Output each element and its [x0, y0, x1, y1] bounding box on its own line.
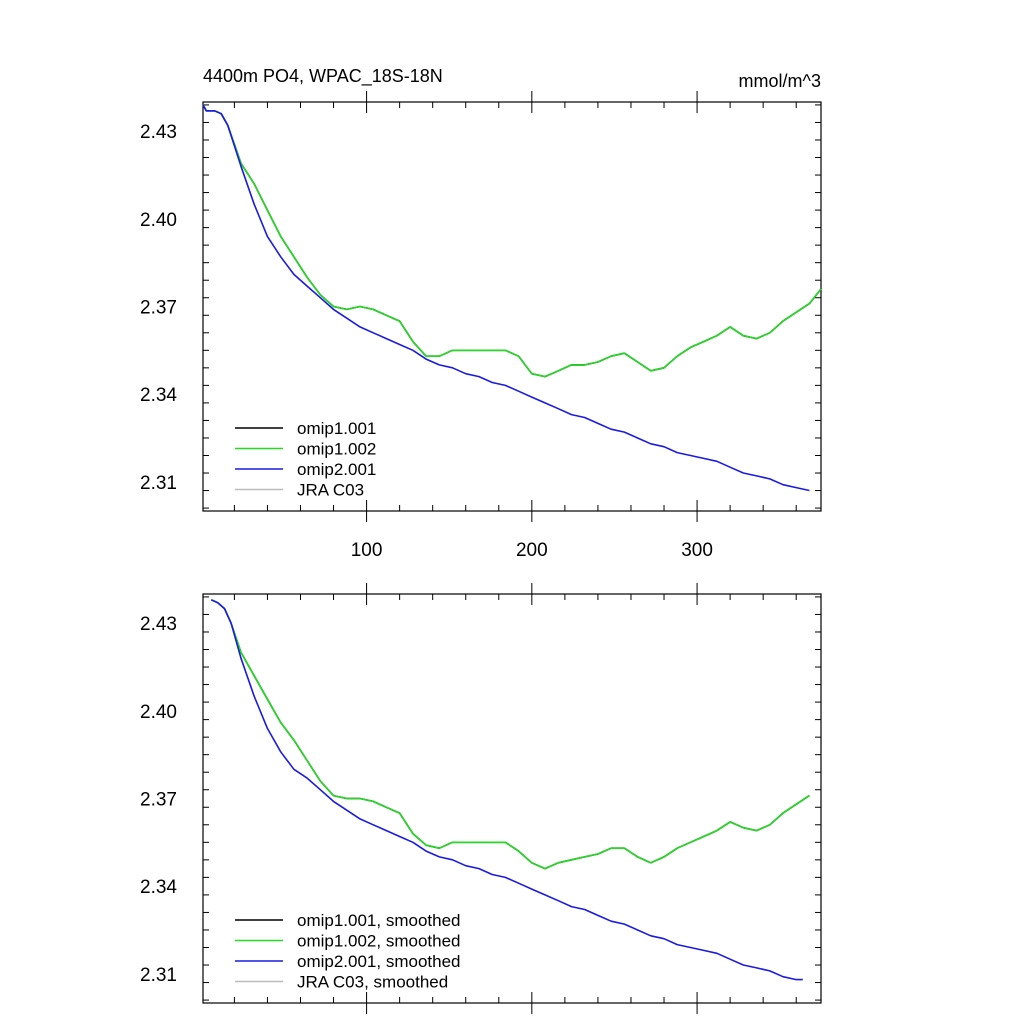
x-tick-label: 200 — [516, 540, 548, 561]
legend-label: JRA C03, smoothed — [297, 973, 448, 992]
plot-frame — [202, 593, 822, 1004]
y-tick-label: 2.37 — [140, 298, 177, 319]
legend-label: omip1.001 — [297, 419, 376, 438]
legend-label: omip2.001, smoothed — [297, 952, 461, 971]
x-tick-label: 300 — [681, 540, 713, 561]
y-tick-label: 2.43 — [140, 614, 177, 635]
series-line-1 — [210, 599, 810, 870]
y-tick-label: 2.37 — [140, 790, 177, 811]
x-tick-label: 100 — [351, 540, 383, 561]
legend-label: omip1.001, smoothed — [297, 911, 461, 930]
y-tick-label: 2.34 — [140, 385, 177, 406]
chart-title: 4400m PO4, WPAC_18S-18N — [203, 66, 443, 87]
series-line-0 — [202, 104, 822, 378]
y-tick-label: 2.31 — [140, 473, 177, 494]
y-tick-label: 2.34 — [140, 877, 177, 898]
legend-label: omip1.002 — [297, 440, 376, 459]
y-tick-label: 2.40 — [140, 210, 177, 231]
y-tick-label: 2.43 — [140, 122, 177, 143]
legend-label: JRA C03 — [297, 481, 364, 500]
y-tick-label: 2.40 — [140, 702, 177, 723]
legend-label: omip2.001 — [297, 460, 376, 479]
series-line-2 — [202, 104, 810, 492]
legend-label: omip1.002, smoothed — [297, 932, 461, 951]
y-tick-label: 2.31 — [140, 965, 177, 986]
series-line-1 — [202, 104, 822, 378]
plot-frame — [202, 101, 822, 512]
units-label: mmol/m^3 — [739, 71, 821, 91]
panel-bottom: 2.31 2.34 2.37 2.40 2.43 omip1.001, smoothed o… — [140, 583, 822, 1014]
series-line-2 — [210, 599, 803, 981]
panel-top: 100 200 300 2.31 2.34 2.37 2.40 2.43 4400m PO4, … — [140, 66, 822, 561]
